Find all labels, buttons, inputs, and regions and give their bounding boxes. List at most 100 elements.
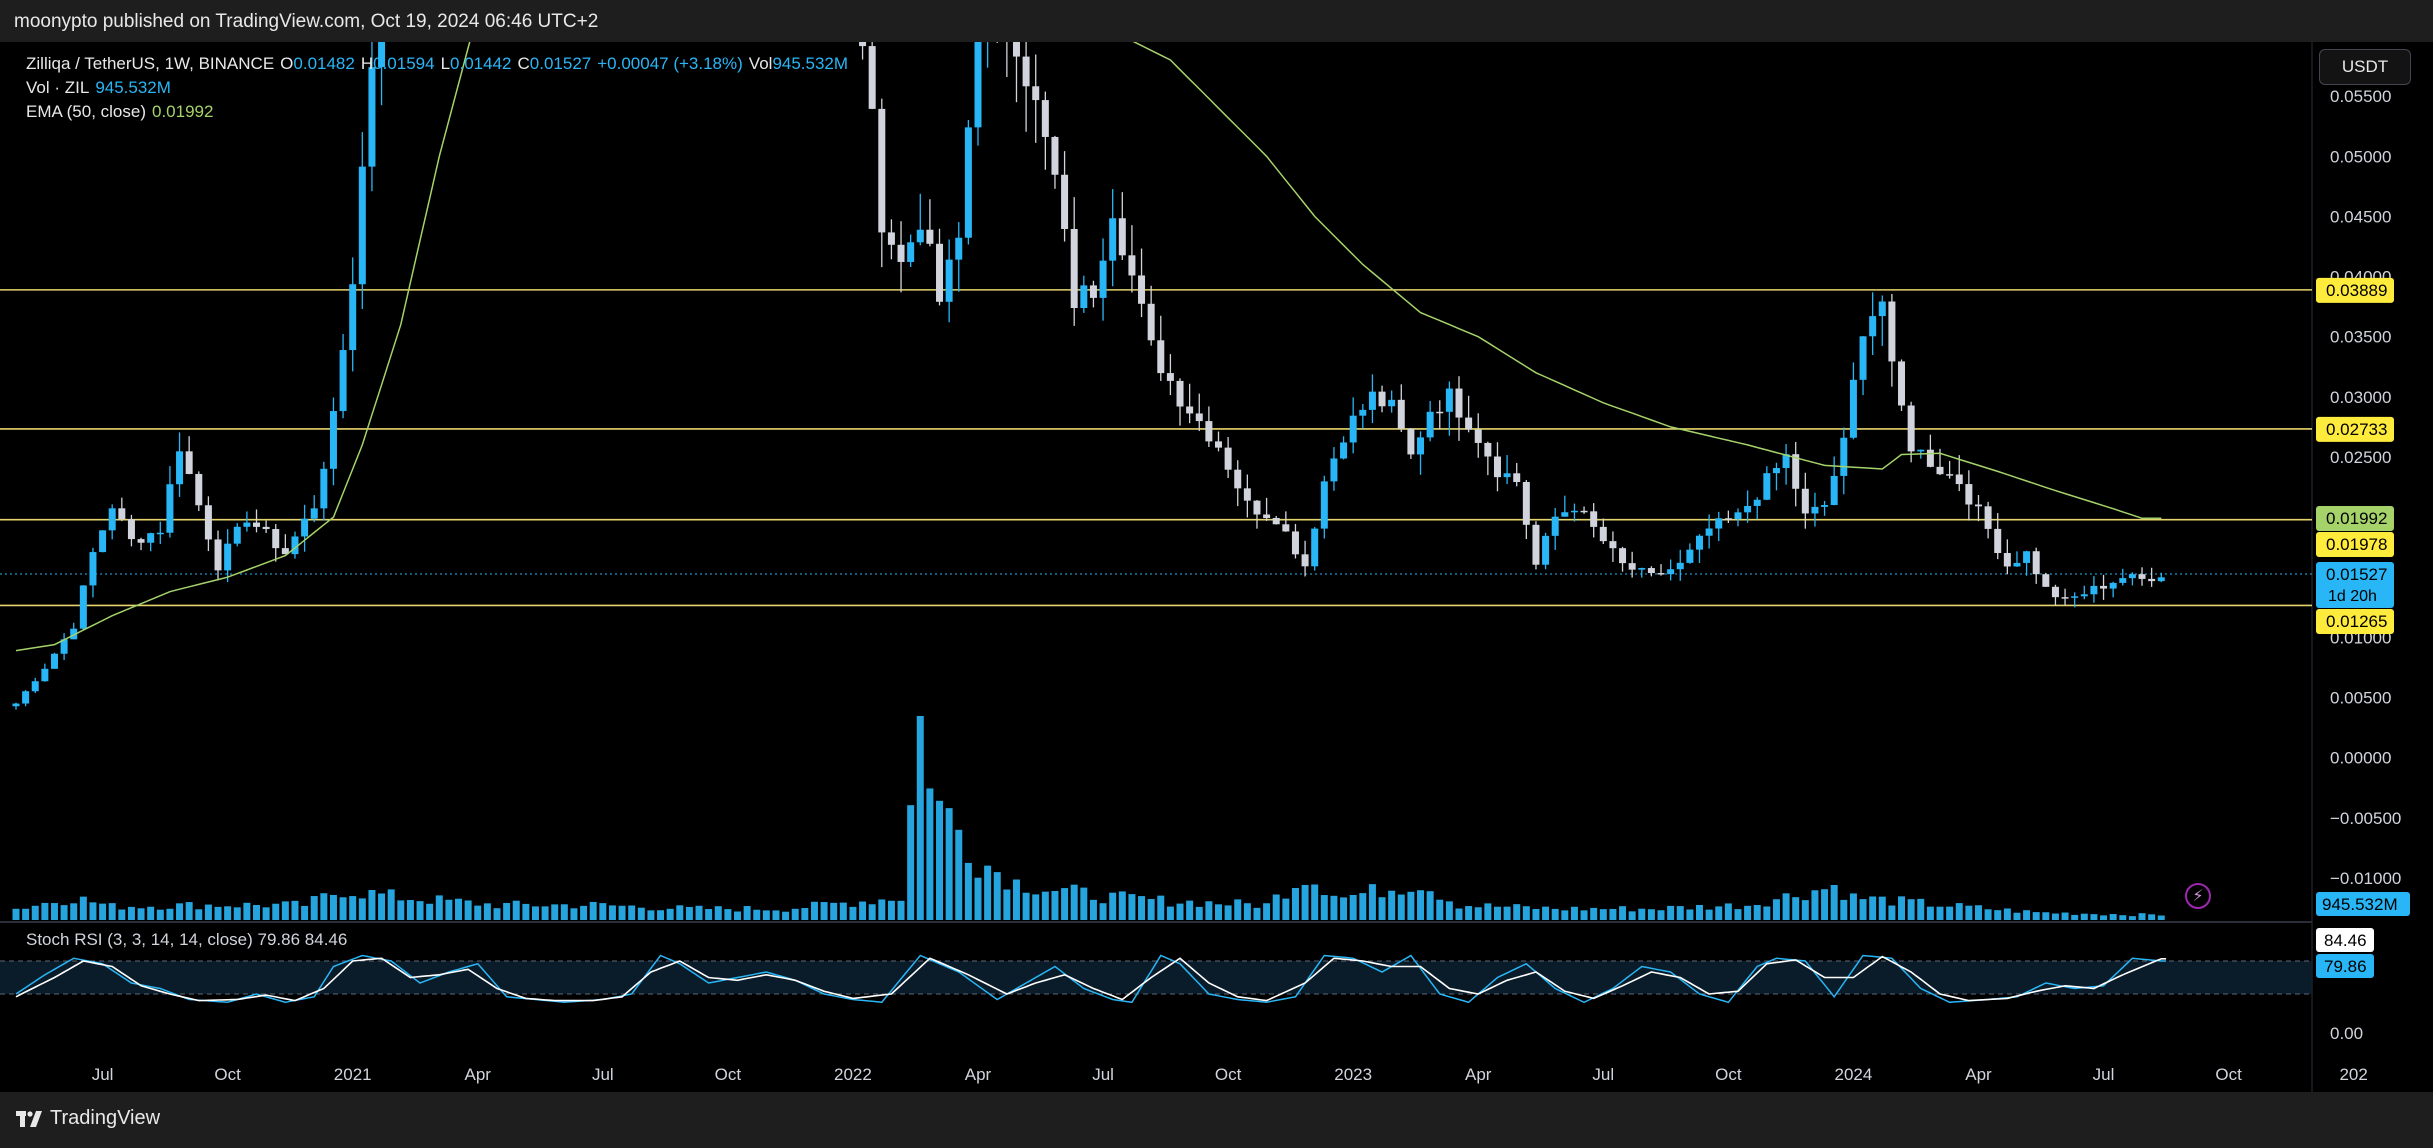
candle-body (1936, 466, 1944, 475)
volume-bar (2119, 915, 2127, 920)
volume-bar (810, 901, 818, 920)
candle-body (166, 484, 174, 533)
lightning-icon[interactable]: ⚡ (2185, 883, 2211, 909)
candle-body (1109, 218, 1117, 261)
volume-bar (1744, 905, 1752, 920)
volume-bar (445, 899, 453, 920)
candle-body (1859, 336, 1867, 380)
volume-bar (368, 890, 376, 920)
close-label: C (517, 54, 530, 73)
candle-body (1320, 481, 1328, 529)
volume-bar (2100, 915, 2108, 920)
volume-bar (1118, 891, 1126, 920)
volume-bar (1282, 898, 1290, 920)
ema-indicator-row[interactable]: EMA (50, close) 0.01992 (26, 100, 848, 124)
volume-bar (878, 899, 886, 920)
volume-bar (1109, 892, 1117, 920)
candle-body (907, 242, 915, 262)
candle-body (1638, 568, 1646, 570)
candle-body (1849, 379, 1857, 438)
volume-bar (1455, 908, 1463, 920)
candle-body (1128, 255, 1136, 276)
volume-bar (137, 908, 145, 920)
time-tick-label: Oct (1715, 1065, 1742, 1084)
low-value: 0.01442 (450, 54, 512, 73)
candle-body (329, 411, 337, 469)
volume-bar (945, 808, 953, 920)
candle-body (1590, 511, 1598, 527)
volume-indicator-row[interactable]: Vol · ZIL 945.532M (26, 76, 848, 100)
volume-bar (1917, 898, 1925, 920)
candle-body (272, 529, 280, 549)
volume-bar (1898, 896, 1906, 920)
volume-bar (849, 906, 857, 920)
volume-bar (1368, 884, 1376, 920)
volume-bar (147, 906, 155, 920)
vol-value: 945.532M (772, 54, 849, 73)
volume-bar (743, 906, 751, 920)
volume-bar (1089, 899, 1097, 920)
volume-bar (2032, 912, 2040, 920)
volume-bar (127, 906, 135, 920)
candle-body (1493, 456, 1501, 478)
volume-bar (1542, 906, 1550, 920)
candle-body (1455, 388, 1463, 418)
chart-legend: Zilliqa / TetherUS, 1W, BINANCE O0.01482… (26, 52, 848, 124)
volume-bar (695, 905, 703, 920)
candle-body (1157, 340, 1165, 374)
volume-bar (1878, 896, 1886, 920)
volume-bar (1590, 907, 1598, 920)
volume-bar (2109, 914, 2117, 920)
volume-bar (1821, 889, 1829, 920)
candle-body (1542, 535, 1550, 565)
volume-bar (1484, 903, 1492, 920)
candle-body (233, 526, 241, 544)
candle-body (147, 533, 155, 543)
candle-body (1580, 510, 1588, 513)
volume-bar (628, 905, 636, 920)
stoch-rsi-title: Stoch RSI (3, 3, 14, 14, close) (26, 930, 253, 949)
candle-body (897, 244, 905, 262)
volume-bar (1051, 891, 1059, 920)
candle-body (1234, 469, 1242, 489)
volume-bar (1705, 909, 1713, 920)
volume-bar (2071, 914, 2079, 920)
chart-frame[interactable]: 0.05500 0.05000 0.04500 0.04000 0.03500 0.030… (0, 42, 2433, 1092)
volume-bar (1984, 909, 1992, 920)
volume-bar (1792, 897, 1800, 920)
candle-body (1840, 437, 1848, 476)
volume-bar (1022, 892, 1030, 920)
high-label: H (360, 54, 374, 73)
symbol-title[interactable]: Zilliqa / TetherUS, 1W, BINANCE (26, 54, 275, 73)
candle-body (2051, 586, 2059, 598)
volume-bar (310, 896, 318, 920)
price-label-text: 0.03889 (2326, 281, 2387, 300)
volume-bar (676, 905, 684, 920)
volume-bar (2042, 912, 2050, 920)
tradingview-logo[interactable]: TradingView (16, 1107, 160, 1130)
volume-bar (560, 904, 568, 920)
candle-body (2042, 574, 2050, 587)
price-label-box (2316, 416, 2394, 442)
volume-bar (358, 898, 366, 920)
volume-bar (2003, 908, 2011, 920)
candle-body (2032, 551, 2040, 575)
volume-bar (791, 908, 799, 920)
stoch-rsi-legend[interactable]: Stoch RSI (3, 3, 14, 14, close) 79.86 84… (26, 930, 347, 950)
candle-body (1734, 512, 1742, 520)
volume-bar (1272, 894, 1280, 920)
volume-bar (2061, 912, 2069, 920)
volume-bar (1378, 897, 1386, 920)
stoch-rsi-value-box (2316, 954, 2374, 978)
chart-canvas[interactable]: 0.055000.050000.045000.040000.035000.030… (0, 42, 2433, 1092)
currency-button[interactable]: USDT (2319, 49, 2411, 85)
volume-bar (435, 895, 443, 920)
volume-bar (984, 865, 992, 920)
candle-body (1792, 454, 1800, 489)
candle-body (1830, 475, 1838, 506)
candle-body (1878, 301, 1886, 317)
candle-body (1176, 380, 1184, 407)
price-label-box (2316, 506, 2394, 532)
candle-body (291, 536, 299, 555)
volume-bar (455, 898, 463, 920)
